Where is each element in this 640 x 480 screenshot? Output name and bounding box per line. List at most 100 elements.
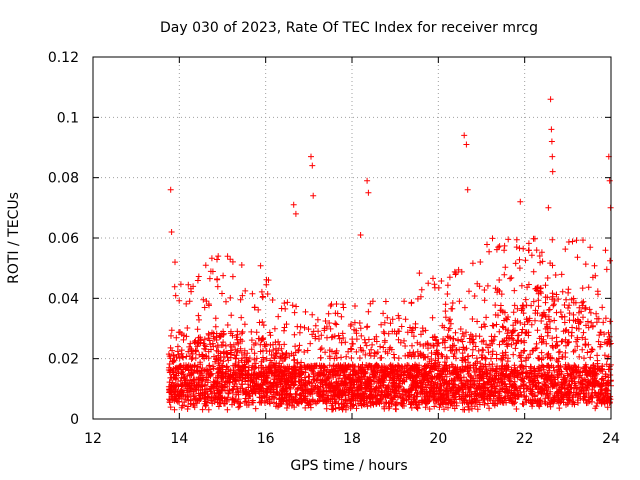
data-point xyxy=(518,338,525,345)
data-point xyxy=(207,268,214,275)
data-point xyxy=(384,314,391,321)
data-point xyxy=(447,371,454,378)
data-point xyxy=(423,384,430,391)
data-point xyxy=(291,404,298,411)
data-point xyxy=(348,355,355,361)
data-point xyxy=(214,256,220,263)
data-point xyxy=(378,395,384,402)
data-point xyxy=(229,332,236,339)
data-point xyxy=(510,351,517,358)
data-point xyxy=(582,305,588,312)
data-point xyxy=(428,364,435,371)
data-point xyxy=(395,312,402,319)
data-point xyxy=(275,403,281,410)
data-point xyxy=(426,368,433,375)
data-point xyxy=(192,355,199,362)
data-point xyxy=(576,319,583,326)
data-point xyxy=(229,258,236,265)
data-point xyxy=(577,368,584,375)
data-point xyxy=(440,336,447,342)
data-point xyxy=(449,300,456,306)
data-point xyxy=(283,397,290,404)
data-point xyxy=(380,382,387,389)
data-point xyxy=(547,325,554,332)
data-point xyxy=(258,385,265,392)
data-point xyxy=(559,288,566,295)
data-point xyxy=(420,342,427,349)
data-point xyxy=(347,397,354,404)
data-point xyxy=(350,340,356,347)
data-point xyxy=(444,282,451,289)
data-point xyxy=(342,339,349,346)
data-point xyxy=(384,350,391,357)
data-point xyxy=(479,352,485,358)
data-point xyxy=(391,389,397,396)
data-point xyxy=(289,302,296,309)
data-point xyxy=(408,404,415,411)
data-point xyxy=(553,325,559,332)
data-point xyxy=(496,341,503,348)
data-point xyxy=(177,281,184,288)
data-point xyxy=(605,379,611,386)
data-point xyxy=(509,328,516,335)
data-point xyxy=(227,374,234,381)
data-point xyxy=(227,256,234,263)
data-point xyxy=(538,249,545,256)
data-point xyxy=(325,373,332,380)
data-point xyxy=(199,406,206,413)
data-point xyxy=(278,345,285,352)
data-point xyxy=(409,325,416,332)
data-point xyxy=(223,298,229,305)
data-point xyxy=(563,342,569,349)
data-point xyxy=(241,399,248,405)
data-point xyxy=(474,406,481,413)
data-point xyxy=(434,340,441,347)
data-point xyxy=(491,385,498,392)
data-point xyxy=(279,370,286,377)
data-point xyxy=(569,398,576,405)
data-point xyxy=(538,349,545,356)
data-point xyxy=(251,371,258,378)
data-point xyxy=(600,392,607,399)
data-point xyxy=(555,355,562,362)
data-point xyxy=(474,318,481,325)
data-point xyxy=(195,381,202,388)
data-point xyxy=(322,349,329,356)
data-point xyxy=(535,370,542,377)
data-point xyxy=(395,370,401,377)
data-point xyxy=(550,379,557,386)
data-point xyxy=(521,347,528,354)
data-point xyxy=(468,381,475,387)
data-point xyxy=(339,363,346,370)
data-point xyxy=(208,346,214,353)
x-tick-label: 14 xyxy=(170,431,188,447)
data-point xyxy=(435,350,441,357)
data-point xyxy=(601,352,608,359)
data-point xyxy=(603,386,610,393)
data-point xyxy=(492,368,499,374)
data-point xyxy=(273,400,280,407)
data-point xyxy=(455,266,462,273)
data-point xyxy=(498,366,505,373)
data-point xyxy=(401,387,408,394)
data-point xyxy=(227,347,234,354)
data-point xyxy=(274,384,281,391)
data-point xyxy=(348,346,355,353)
data-point xyxy=(414,295,421,302)
data-point xyxy=(511,364,518,371)
data-point xyxy=(368,346,375,353)
data-point xyxy=(585,390,592,397)
data-point xyxy=(302,369,309,376)
data-point xyxy=(562,376,569,383)
data-point xyxy=(563,296,570,303)
data-point xyxy=(380,344,387,351)
data-point xyxy=(562,364,568,371)
data-point xyxy=(496,328,503,335)
data-point xyxy=(353,405,360,412)
data-point xyxy=(385,405,392,412)
data-point xyxy=(241,347,248,354)
data-point xyxy=(330,391,337,398)
data-point xyxy=(477,259,484,265)
data-point xyxy=(286,384,293,391)
data-point xyxy=(483,394,490,400)
